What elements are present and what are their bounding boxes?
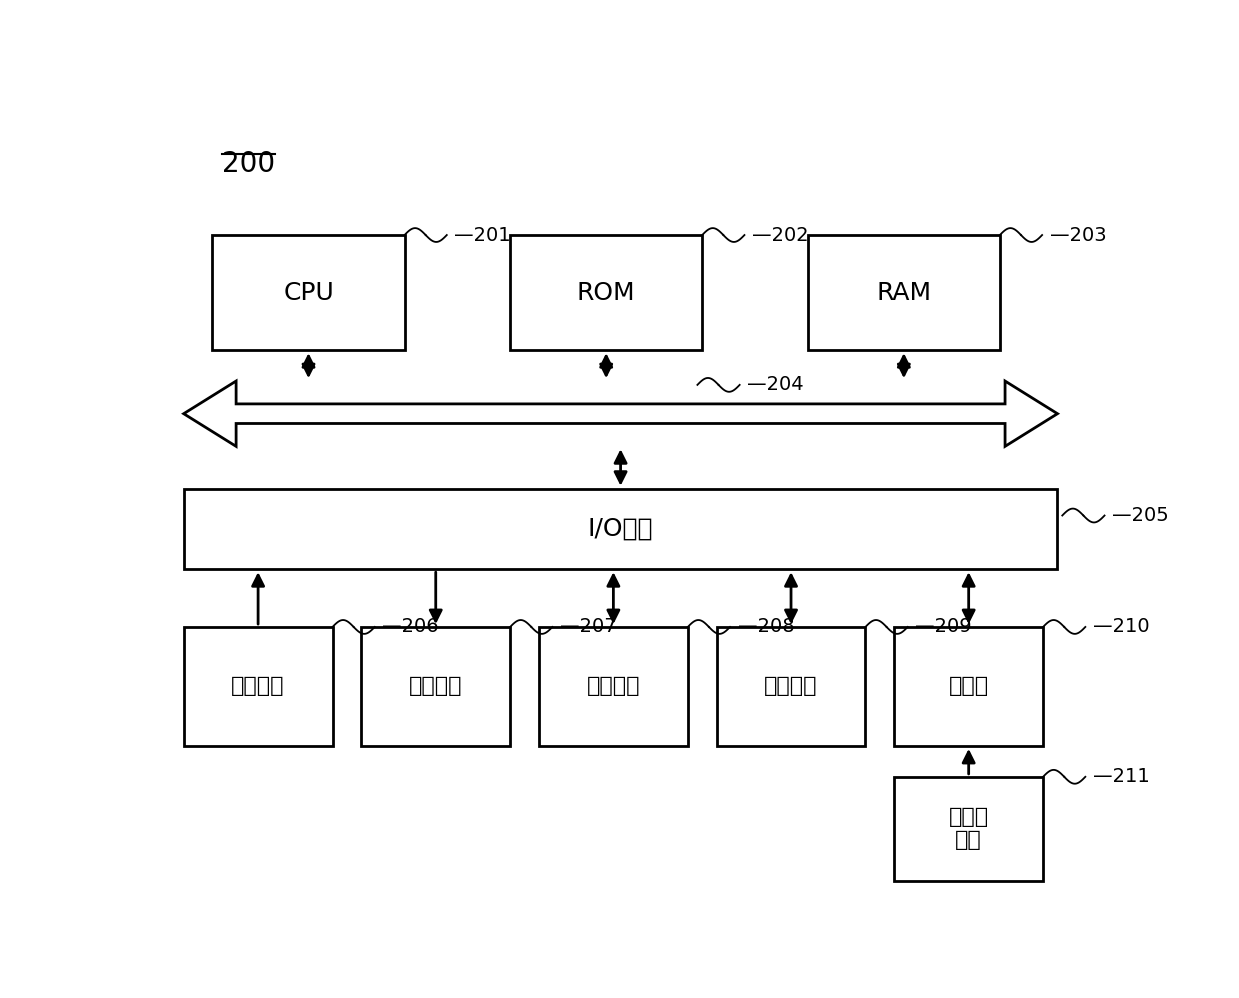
Bar	[808, 236, 1000, 350]
Text: 输入部分: 输入部分	[232, 677, 285, 697]
Text: ROM: ROM	[577, 280, 636, 304]
Text: —206: —206	[383, 618, 439, 637]
Text: —204: —204	[747, 375, 804, 394]
Text: —205: —205	[1113, 506, 1168, 525]
Bar	[510, 236, 703, 350]
Text: I/O接口: I/O接口	[587, 517, 653, 541]
Text: 输出部分: 输出部分	[409, 677, 462, 697]
Bar	[539, 627, 688, 747]
Text: 储存部分: 储存部分	[586, 677, 641, 697]
Text: CPU: CPU	[284, 280, 333, 304]
Text: —210: —210	[1093, 618, 1150, 637]
Text: 通信部分: 通信部分	[764, 677, 818, 697]
Bar	[895, 776, 1043, 880]
Bar	[183, 627, 332, 747]
Text: —203: —203	[1049, 226, 1106, 245]
Text: 200: 200	[222, 151, 275, 179]
Text: —208: —208	[737, 618, 794, 637]
Bar	[213, 236, 404, 350]
Text: 可拆卸
介质: 可拆卸 介质	[949, 807, 989, 850]
Text: RAM: RAM	[876, 280, 932, 304]
Text: —211: —211	[1093, 767, 1150, 786]
Bar	[895, 627, 1043, 747]
Text: —209: —209	[916, 618, 973, 637]
Bar	[183, 489, 1058, 569]
Text: —202: —202	[752, 226, 809, 245]
Text: —207: —207	[560, 618, 617, 637]
Polygon shape	[183, 381, 1058, 446]
Text: —201: —201	[455, 226, 512, 245]
Bar	[716, 627, 865, 747]
Bar	[362, 627, 510, 747]
Text: 驱动器: 驱动器	[949, 677, 989, 697]
